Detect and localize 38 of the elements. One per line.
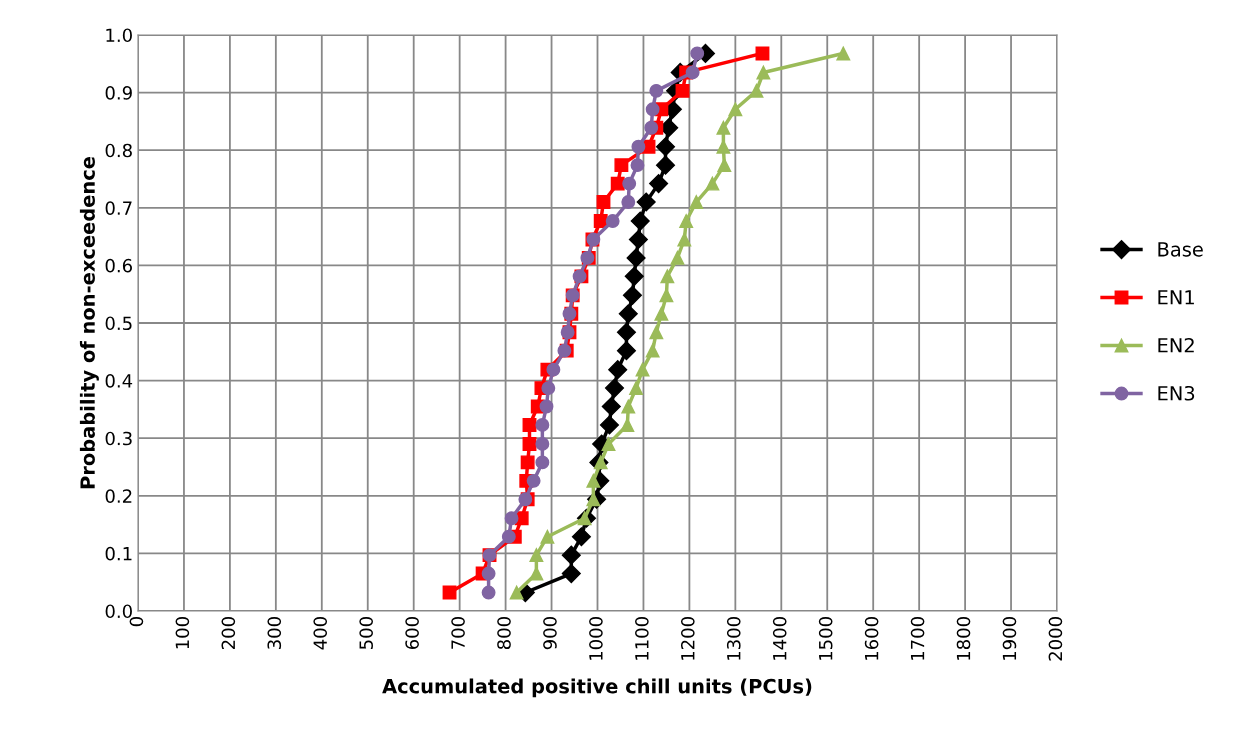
y-tick-label: 0.0 bbox=[105, 604, 132, 619]
y-tick-label: 0.6 bbox=[105, 258, 132, 273]
x-tick-label: 1300 bbox=[726, 617, 741, 660]
x-tick-label: 700 bbox=[451, 617, 465, 649]
y-tick-label: 0.7 bbox=[105, 201, 132, 215]
x-tick-label: 1600 bbox=[864, 617, 879, 660]
x-tick-label: 1900 bbox=[1002, 617, 1017, 660]
y-tick-label: 0.1 bbox=[105, 546, 132, 561]
x-tick-label: 900 bbox=[543, 617, 557, 650]
y-axis-title: Probability of non-exceedence bbox=[79, 157, 99, 489]
x-tick-label: 200 bbox=[221, 617, 236, 649]
x-tick-label: 1700 bbox=[910, 617, 925, 660]
x-tick-label: 1800 bbox=[956, 617, 971, 660]
y-tick-label: 0.9 bbox=[105, 86, 132, 100]
legend-label: EN2 bbox=[1158, 337, 1194, 353]
x-axis-title: Accumulated positive chill units (PCUs) bbox=[382, 678, 812, 698]
x-tick-label: 800 bbox=[497, 617, 511, 650]
legend-label: EN3 bbox=[1158, 385, 1195, 401]
legend-label: Base bbox=[1158, 242, 1203, 257]
x-tick-label: 1400 bbox=[772, 617, 787, 660]
y-tick-label: 0.2 bbox=[105, 489, 132, 503]
x-tick-label: 500 bbox=[359, 617, 373, 649]
x-tick-label: 400 bbox=[313, 617, 328, 650]
y-tick-label: 1.0 bbox=[106, 28, 132, 43]
x-tick-label: 1500 bbox=[818, 617, 833, 660]
x-tick-label: 1100 bbox=[635, 617, 649, 660]
x-tick-label: 2000 bbox=[1048, 617, 1063, 661]
x-tick-label: 600 bbox=[405, 617, 419, 650]
y-tick-label: 0.3 bbox=[105, 431, 132, 446]
x-tick-label: 0 bbox=[129, 617, 144, 627]
y-tick-label: 0.4 bbox=[105, 374, 133, 388]
x-tick-label: 1200 bbox=[680, 617, 695, 660]
x-tick-label: 300 bbox=[267, 617, 282, 649]
legend-label: EN1 bbox=[1158, 290, 1194, 305]
x-tick-label: 100 bbox=[175, 617, 190, 649]
x-tick-label: 1000 bbox=[589, 617, 603, 660]
y-tick-label: 0.5 bbox=[105, 316, 132, 331]
y-tick-label: 0.8 bbox=[105, 143, 132, 158]
